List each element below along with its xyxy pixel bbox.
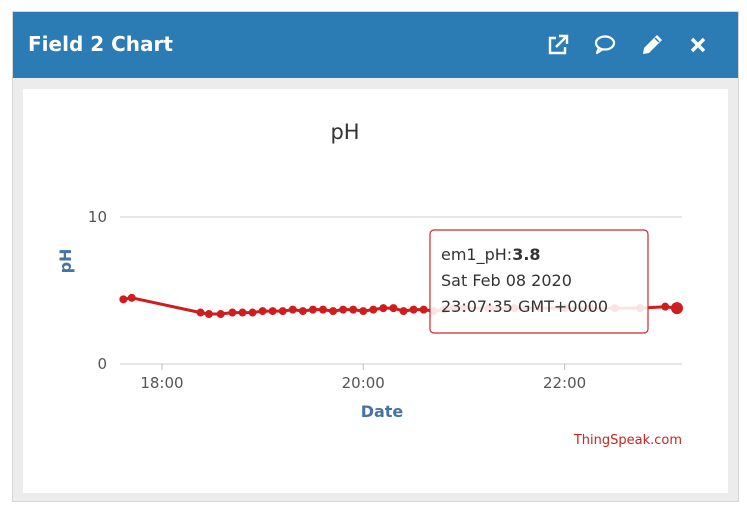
y-tick-label: 0 [97,355,107,373]
data-point[interactable] [318,305,327,314]
data-point[interactable] [298,307,307,316]
data-point[interactable] [258,307,267,316]
tooltip-series-label: em1_pH: [441,245,512,265]
data-point[interactable] [196,308,205,317]
data-point[interactable] [409,305,418,314]
widget-header: Field 2 Chart [13,12,738,78]
data-point[interactable] [204,310,213,319]
chart-widget: Field 2 Chart [12,11,739,502]
data-point[interactable] [389,304,398,313]
close-icon[interactable] [684,31,712,59]
chart-panel: pH 0 10 18:00 20:00 22:00 pH Date em1_pH:3.… [23,89,728,493]
data-point[interactable] [369,305,378,314]
x-tick-label: 18:00 [140,374,183,392]
chart-title: pH [330,120,359,144]
external-link-icon[interactable] [544,31,572,59]
widget-title: Field 2 Chart [28,32,173,56]
data-point[interactable] [228,308,237,317]
data-point[interactable] [359,307,368,316]
pencil-icon[interactable] [638,31,666,59]
data-point[interactable] [399,307,408,316]
data-point[interactable] [268,307,277,316]
tooltip: em1_pH:3.8 Sat Feb 08 2020 23:07:35 GMT+… [429,229,649,334]
data-point[interactable] [127,293,136,302]
data-point[interactable] [379,304,388,313]
data-point[interactable] [349,305,358,314]
x-tick-label: 20:00 [342,374,385,392]
tooltip-date: Sat Feb 08 2020 [441,271,572,290]
data-point[interactable] [419,305,428,314]
comment-icon[interactable] [591,31,619,59]
x-axis-label: Date [361,402,404,421]
data-point[interactable] [288,305,297,314]
data-point[interactable] [329,307,338,316]
svg-text:em1_pH:3.8: em1_pH:3.8 [441,245,541,265]
data-point[interactable] [278,307,287,316]
data-point-highlighted[interactable] [670,302,683,315]
data-point[interactable] [216,310,225,319]
tooltip-time: 23:07:35 GMT+0000 [441,297,608,316]
data-point[interactable] [308,305,317,314]
data-point[interactable] [119,295,128,304]
chart-svg: pH 0 10 18:00 20:00 22:00 pH Date em1_pH:3.… [56,120,683,448]
credit-link[interactable]: ThingSpeak.com [573,433,682,448]
tooltip-value: 3.8 [512,245,540,264]
data-point[interactable] [238,308,247,317]
y-tick-label: 10 [88,208,107,226]
data-point[interactable] [661,302,670,311]
data-point[interactable] [248,308,257,317]
y-axis-label: pH [56,249,75,274]
x-tick-label: 22:00 [543,374,586,392]
data-point[interactable] [339,305,348,314]
